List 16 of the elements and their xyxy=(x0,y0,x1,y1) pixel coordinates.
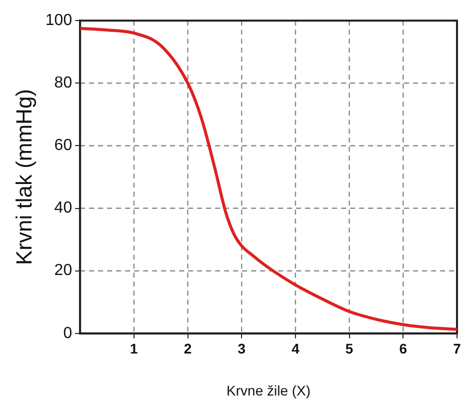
y-tick-label: 60 xyxy=(54,137,72,154)
x-tick-label: 1 xyxy=(130,340,138,357)
line-series xyxy=(80,26,457,331)
y-tick-label: 0 xyxy=(63,324,72,342)
x-tick-label: 6 xyxy=(399,340,408,357)
x-tick-label: 7 xyxy=(453,340,462,357)
y-tick-label: 20 xyxy=(54,262,72,280)
y-axis-title: Krvni tlak (mmHg) xyxy=(11,88,36,266)
x-tick-label: 4 xyxy=(292,340,300,357)
x-tick-label: 2 xyxy=(184,340,192,357)
y-tick-label: 100 xyxy=(45,12,72,30)
x-tick-label: 3 xyxy=(238,340,246,357)
y-tick-label: 80 xyxy=(54,74,72,92)
x-tick-label: 5 xyxy=(345,340,354,357)
y-tick-label: 40 xyxy=(54,200,72,217)
x-axis-title: Krvne žile (X) xyxy=(226,382,311,398)
